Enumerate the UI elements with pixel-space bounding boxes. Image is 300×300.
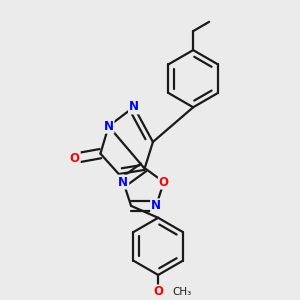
Text: CH₃: CH₃: [172, 287, 191, 297]
Text: O: O: [153, 285, 163, 298]
Text: N: N: [151, 199, 161, 212]
Text: O: O: [159, 176, 169, 188]
Text: N: N: [129, 100, 139, 113]
Text: O: O: [70, 152, 80, 165]
Text: N: N: [103, 120, 114, 133]
Text: N: N: [118, 176, 128, 188]
